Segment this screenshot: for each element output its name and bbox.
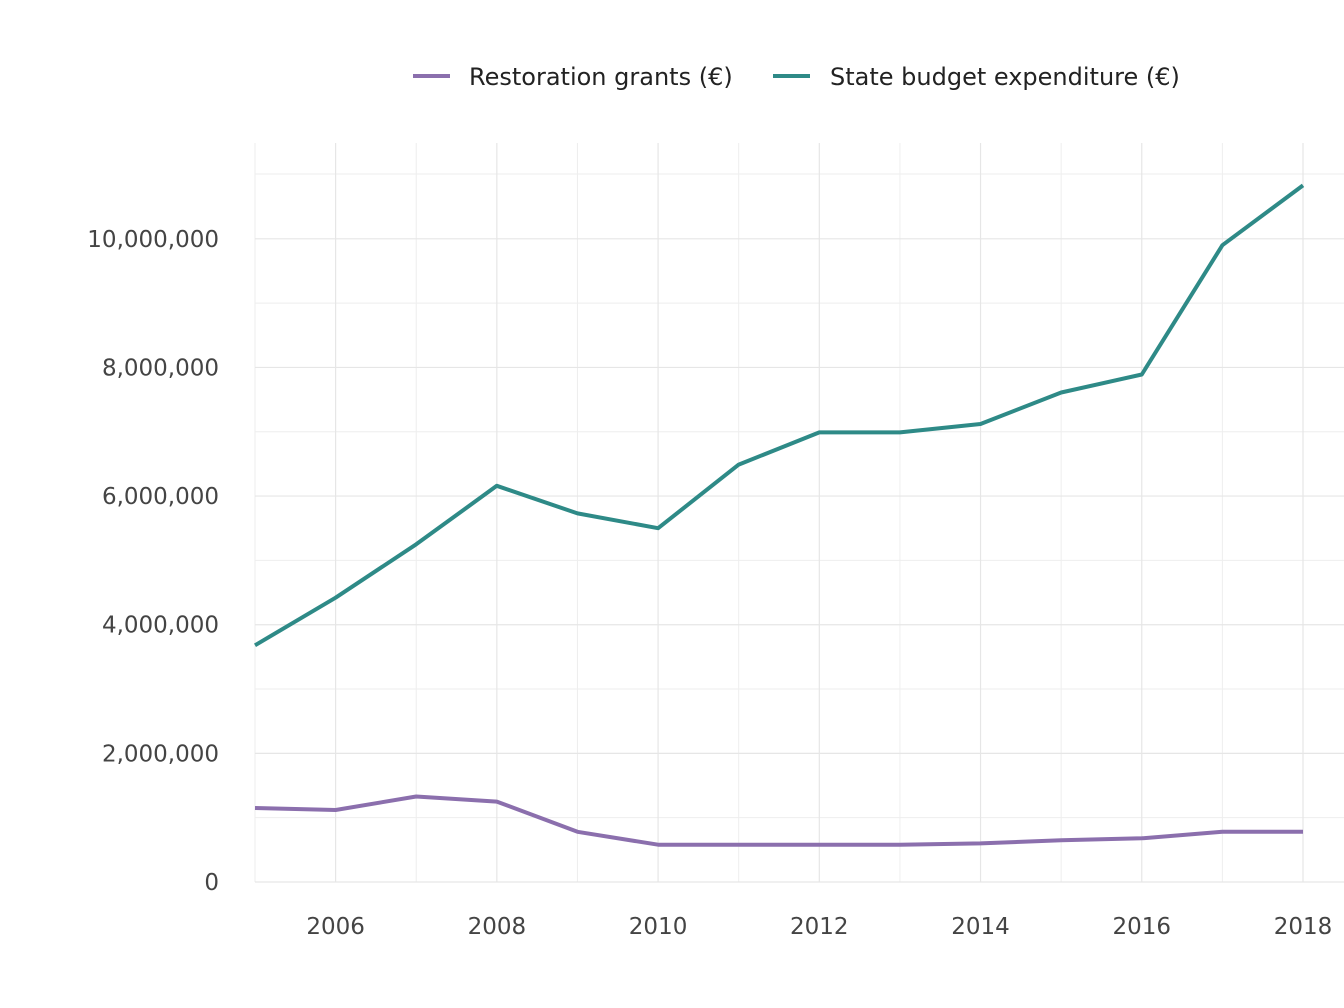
x-axis-ticks: 2006 2008 2010 2012 2014 2016 2018 [306, 914, 1332, 940]
y-tick-label: 0 [204, 870, 219, 896]
x-tick-label: 2016 [1112, 914, 1171, 940]
grid [254, 143, 1344, 883]
x-tick-label: 2010 [629, 914, 688, 940]
y-tick-label: 2,000,000 [102, 741, 219, 767]
y-tick-label: 6,000,000 [102, 484, 219, 510]
x-tick-label: 2014 [951, 914, 1010, 940]
legend-label-state-budget-expenditure: State budget expenditure (€) [830, 63, 1180, 91]
legend: Restoration grants (€) State budget expe… [413, 63, 1180, 91]
x-tick-label: 2012 [790, 914, 849, 940]
y-axis-ticks: 0 2,000,000 4,000,000 6,000,000 8,000,000 10,… [87, 227, 219, 896]
x-tick-label: 2006 [306, 914, 365, 940]
series-line-1 [253, 183, 1305, 648]
x-tick-label: 2018 [1274, 914, 1333, 940]
series-lines [253, 183, 1305, 847]
y-tick-label: 8,000,000 [102, 355, 219, 381]
legend-item-restoration-grants: Restoration grants (€) [413, 63, 733, 91]
y-tick-label: 4,000,000 [102, 613, 219, 639]
series-line-0 [254, 794, 1303, 847]
x-tick-label: 2008 [468, 914, 527, 940]
y-tick-label: 10,000,000 [87, 227, 219, 253]
legend-label-restoration-grants: Restoration grants (€) [469, 63, 733, 91]
legend-item-state-budget-expenditure: State budget expenditure (€) [773, 63, 1180, 91]
